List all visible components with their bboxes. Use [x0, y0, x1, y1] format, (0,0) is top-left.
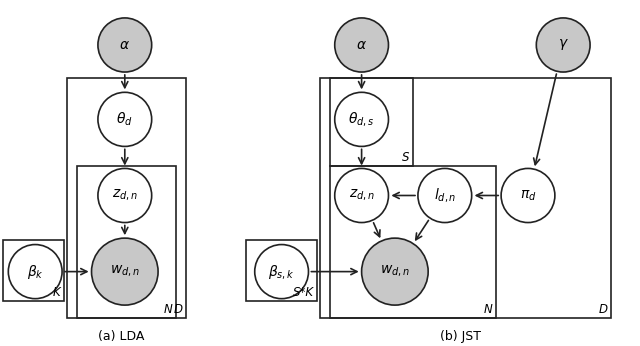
- Ellipse shape: [92, 238, 158, 305]
- Text: $\beta_k$: $\beta_k$: [27, 263, 44, 281]
- Text: (b) JST: (b) JST: [440, 329, 481, 343]
- Text: $z_{d,n}$: $z_{d,n}$: [349, 188, 374, 203]
- Text: $z_{d,n}$: $z_{d,n}$: [112, 188, 138, 203]
- Ellipse shape: [8, 245, 62, 299]
- Text: $\gamma$: $\gamma$: [558, 37, 568, 53]
- Text: $\alpha$: $\alpha$: [119, 38, 131, 52]
- Text: N: N: [484, 303, 493, 316]
- Text: D: D: [599, 303, 608, 316]
- Bar: [246, 240, 317, 301]
- Ellipse shape: [335, 169, 388, 222]
- Text: D: D: [173, 303, 182, 316]
- Ellipse shape: [418, 169, 472, 222]
- Ellipse shape: [536, 18, 590, 72]
- Text: K: K: [53, 285, 61, 299]
- Bar: [320, 78, 611, 318]
- Text: $\pi_d$: $\pi_d$: [520, 188, 536, 203]
- Bar: [67, 78, 186, 318]
- Ellipse shape: [98, 169, 152, 222]
- Bar: [77, 166, 176, 318]
- Text: (a) LDA: (a) LDA: [99, 329, 145, 343]
- Ellipse shape: [501, 169, 555, 222]
- Text: $\theta_{d,s}$: $\theta_{d,s}$: [348, 110, 375, 128]
- Bar: [3, 240, 64, 301]
- Ellipse shape: [255, 245, 308, 299]
- Text: S: S: [402, 151, 410, 164]
- Text: $w_{d,n}$: $w_{d,n}$: [110, 264, 140, 279]
- Text: $\beta_{s,k}$: $\beta_{s,k}$: [268, 263, 295, 281]
- Text: $\theta_d$: $\theta_d$: [116, 111, 133, 128]
- Ellipse shape: [362, 238, 428, 305]
- Bar: [330, 78, 413, 166]
- Ellipse shape: [335, 92, 388, 146]
- Ellipse shape: [98, 18, 152, 72]
- Text: N: N: [164, 303, 173, 316]
- Bar: [330, 166, 496, 318]
- Ellipse shape: [335, 18, 388, 72]
- Ellipse shape: [98, 92, 152, 146]
- Text: $l_{d,n}$: $l_{d,n}$: [433, 186, 456, 204]
- Text: $\alpha$: $\alpha$: [356, 38, 367, 52]
- Text: $w_{d,n}$: $w_{d,n}$: [380, 264, 410, 279]
- Text: S*K: S*K: [292, 285, 314, 299]
